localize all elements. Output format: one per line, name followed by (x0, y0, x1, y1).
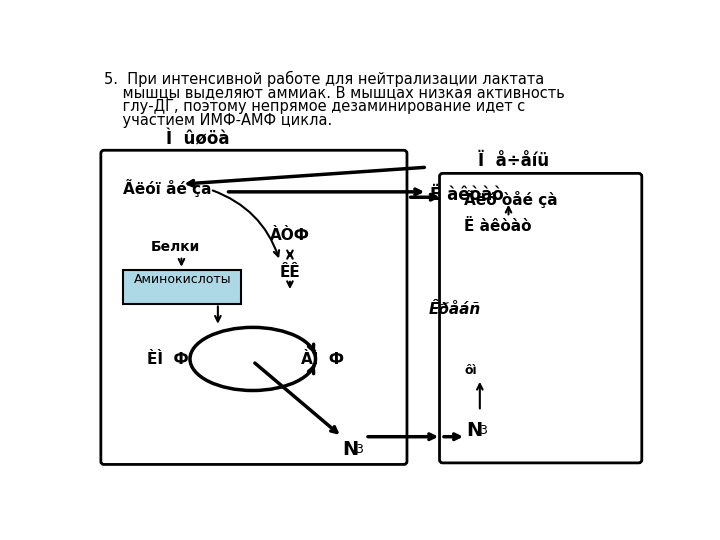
Text: Êðåáñ: Êðåáñ (428, 302, 481, 317)
Text: Ãëóï åé çà: Ãëóï åé çà (122, 179, 211, 197)
Text: Белки: Белки (150, 240, 199, 254)
Text: ÀÒФ: ÀÒФ (270, 228, 310, 243)
Ellipse shape (190, 327, 315, 390)
Text: 3: 3 (355, 443, 363, 456)
Text: N: N (342, 440, 358, 459)
Text: 3: 3 (479, 423, 487, 437)
Text: ÀÌ  Ф: ÀÌ Ф (301, 352, 344, 367)
Text: ÈÌ  Ф: ÈÌ Ф (147, 352, 189, 367)
Text: глу-ДГ, поэтому непрямое дезаминирование идет с: глу-ДГ, поэтому непрямое дезаминирование… (104, 99, 525, 114)
Text: Ì  ûøöà: Ì ûøöà (166, 130, 230, 148)
Text: Ï  å÷åíü: Ï å÷åíü (477, 152, 549, 170)
Text: Ãëó òåé çà: Ãëó òåé çà (464, 190, 558, 208)
Text: ÊÊ: ÊÊ (279, 265, 300, 280)
Text: Ë àêòàò: Ë àêòàò (464, 219, 532, 234)
Text: 5.  При интенсивной работе для нейтрализации лактата: 5. При интенсивной работе для нейтрализа… (104, 71, 544, 87)
FancyBboxPatch shape (123, 269, 241, 303)
FancyBboxPatch shape (101, 150, 407, 464)
Text: мышцы выделяют аммиак. В мышцах низкая активность: мышцы выделяют аммиак. В мышцах низкая а… (104, 85, 564, 100)
FancyBboxPatch shape (439, 173, 642, 463)
Text: участием ИМФ-АМФ цикла.: участием ИМФ-АМФ цикла. (104, 112, 332, 127)
Text: ôì: ôì (464, 363, 477, 376)
Text: N: N (466, 421, 482, 440)
Text: Аминокислоты: Аминокислоты (133, 273, 231, 286)
Text: Ë àêòàò: Ë àêòàò (431, 186, 504, 204)
